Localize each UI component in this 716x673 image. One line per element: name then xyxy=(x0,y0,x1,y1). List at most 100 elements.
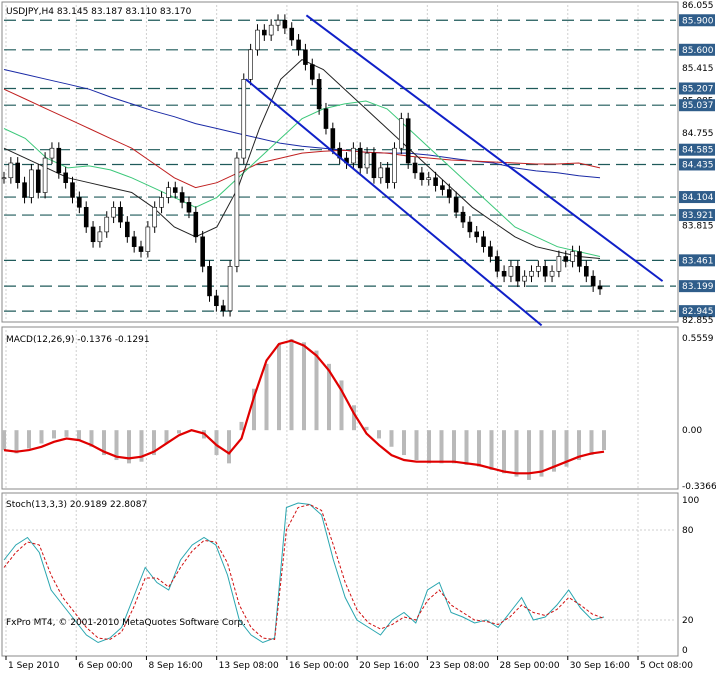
candle-body-39 xyxy=(268,24,274,36)
macd-bar-12 xyxy=(152,430,156,456)
candle-body-27 xyxy=(186,202,192,213)
macd-bar-42 xyxy=(527,430,531,480)
macd-bar-3 xyxy=(39,430,44,444)
candle-body-71 xyxy=(488,246,493,257)
price-label-15: 82.945 xyxy=(682,307,714,317)
macd-bar-27 xyxy=(339,380,344,431)
macd-tick-0: 0.5559 xyxy=(682,334,714,344)
macd-bar-5 xyxy=(64,430,69,437)
candle-body-65 xyxy=(446,189,452,198)
candle-body-70 xyxy=(481,236,486,247)
macd-bar-19 xyxy=(239,421,244,431)
price-label-bg-2 xyxy=(679,43,715,56)
x-tick-label-3: 13 Sep 08:00 xyxy=(219,661,279,671)
price-label-bg-11 xyxy=(679,209,715,222)
macd-bar-23 xyxy=(289,338,294,431)
candle-body-23 xyxy=(159,197,164,208)
x-tick-label-4: 16 Sep 00:00 xyxy=(289,661,349,671)
macd-bar-8 xyxy=(102,430,106,456)
macd-bar-37 xyxy=(464,430,469,466)
candle-body-35 xyxy=(241,79,247,159)
price-label-0: 86.055 xyxy=(682,1,714,11)
candle-body-34 xyxy=(234,157,240,267)
candle-body-44 xyxy=(303,49,308,65)
candle-body-81 xyxy=(556,256,562,272)
candle-body-77 xyxy=(529,270,534,277)
macd-bar-47 xyxy=(589,430,594,456)
stoch-main-line xyxy=(3,502,605,644)
candle-body-78 xyxy=(536,266,541,272)
macd-bar-46 xyxy=(577,430,581,461)
price-label-7: 84.755 xyxy=(682,129,714,139)
macd-bar-14 xyxy=(177,430,181,434)
candle-body-36 xyxy=(248,49,253,80)
candle-body-38 xyxy=(262,29,267,36)
candle-body-72 xyxy=(494,256,500,272)
candle-body-25 xyxy=(172,187,178,193)
candle-body-3 xyxy=(22,182,27,198)
candle-body-79 xyxy=(542,266,548,277)
macd-bar-4 xyxy=(52,430,56,439)
macd-bar-31 xyxy=(389,430,394,447)
candle-body-64 xyxy=(440,185,445,190)
candle-body-16 xyxy=(111,206,116,218)
candle-body-32 xyxy=(220,305,226,311)
candles xyxy=(1,14,603,317)
price-label-14: 83.199 xyxy=(682,282,714,292)
candle-body-82 xyxy=(563,256,569,262)
macd-bar-2 xyxy=(27,430,31,449)
x-tick-label-0: 1 Sep 2010 xyxy=(8,661,60,671)
price-label-9: 84.435 xyxy=(682,160,714,170)
x-tick-label-1: 6 Sep 00:00 xyxy=(78,661,133,671)
macd-bar-24 xyxy=(302,342,306,431)
candle-body-8 xyxy=(56,147,62,174)
stoch-tick-1: 80 xyxy=(682,526,694,536)
price-label-bg-10 xyxy=(679,191,715,204)
candle-body-28 xyxy=(193,211,199,238)
price-label-12: 83.815 xyxy=(682,222,714,232)
candle-body-76 xyxy=(522,275,527,282)
candle-body-56 xyxy=(385,167,390,183)
ma-black-line xyxy=(3,59,601,259)
candle-body-37 xyxy=(255,29,260,51)
candle-body-12 xyxy=(83,206,89,228)
candle-body-59 xyxy=(405,118,411,164)
x-tick-label-5: 20 Sep 16:00 xyxy=(359,661,419,671)
candle-body-80 xyxy=(549,270,555,277)
macd-bar-48 xyxy=(602,430,606,451)
macd-bar-9 xyxy=(114,430,119,461)
macd-bar-10 xyxy=(127,430,131,464)
price-label-bg-14 xyxy=(679,280,715,293)
macd-bar-17 xyxy=(214,430,219,456)
grid-layer xyxy=(5,5,639,654)
macd-bar-43 xyxy=(539,430,544,477)
stoch-layer: 100 80 20 0 xyxy=(3,496,699,656)
symbol-header: USDJPY,H4 83.145 83.187 83.110 83.170 xyxy=(6,7,192,17)
stoch-tick-2: 20 xyxy=(682,616,694,626)
macd-bar-35 xyxy=(439,430,444,464)
price-label-3: 85.415 xyxy=(682,64,714,74)
macd-bar-29 xyxy=(364,426,369,431)
price-label-8: 84.585 xyxy=(682,146,714,156)
candle-body-14 xyxy=(97,231,103,243)
copyright-text: FxPro MT4, © 2001-2010 MetaQuotes Softwa… xyxy=(6,618,246,628)
macd-bar-18 xyxy=(227,430,231,464)
candle-body-47 xyxy=(323,108,329,129)
ma-mid-red-line xyxy=(3,88,601,189)
macd-bar-33 xyxy=(414,430,419,461)
price-label-bg-13 xyxy=(679,254,715,267)
candle-body-18 xyxy=(125,221,130,238)
macd-bar-41 xyxy=(514,430,519,477)
macd-bar-26 xyxy=(327,363,331,431)
x-tick-label-7: 28 Sep 00:00 xyxy=(500,661,560,671)
candle-body-13 xyxy=(90,226,96,243)
price-label-10: 84.104 xyxy=(682,193,714,203)
macd-tick-1: 0.00 xyxy=(682,426,702,436)
price-label-bg-15 xyxy=(679,305,715,318)
ma-fast-green-line xyxy=(3,100,601,257)
candle-body-58 xyxy=(399,118,404,149)
price-label-16: 82.855 xyxy=(682,316,714,326)
macd-bar-6 xyxy=(77,430,81,441)
x-tick-label-8: 30 Sep 16:00 xyxy=(570,661,630,671)
